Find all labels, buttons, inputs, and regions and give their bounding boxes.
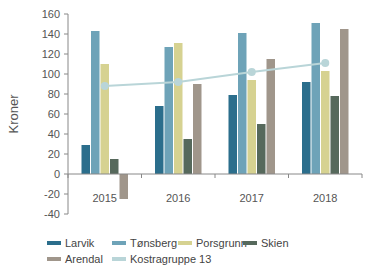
y-tick-label: 60 (48, 108, 60, 120)
bar (110, 159, 119, 174)
line-marker (248, 68, 256, 76)
legend-label: Kostragruppe 13 (130, 253, 211, 265)
line-marker (321, 59, 329, 67)
y-axis (68, 14, 69, 214)
bar (302, 82, 311, 174)
y-tick-label: 40 (48, 128, 60, 140)
x-tick-separator (141, 174, 142, 178)
y-tick (64, 114, 68, 115)
bar (155, 106, 164, 174)
x-tick-label: 2015 (93, 192, 117, 204)
y-tick-label: 160 (42, 8, 60, 20)
bar (120, 174, 129, 199)
x-tick-separator (288, 174, 289, 178)
x-tick-label: 2018 (313, 192, 337, 204)
y-tick (64, 154, 68, 155)
y-tick (64, 54, 68, 55)
bar (184, 139, 193, 174)
x-tick-label: 2016 (166, 192, 190, 204)
bar (229, 95, 238, 174)
bar (248, 80, 257, 174)
x-tick-label: 2017 (240, 192, 264, 204)
x-tick-separator (362, 174, 363, 178)
line-marker (174, 78, 182, 86)
bar (82, 145, 91, 174)
bar (101, 64, 110, 174)
y-tick (64, 194, 68, 195)
legend-symbol (243, 241, 257, 245)
legend-symbol (47, 241, 61, 245)
bar (257, 124, 266, 174)
bar (91, 31, 100, 174)
y-tick (64, 14, 68, 15)
legend-label: Larvik (65, 237, 95, 249)
legend-symbol (112, 257, 126, 261)
y-tick-label: 0 (54, 168, 60, 180)
y-tick (64, 74, 68, 75)
bar (312, 23, 321, 174)
y-tick (64, 174, 68, 175)
y-tick (64, 214, 68, 215)
bar (165, 47, 174, 174)
bar (331, 96, 340, 174)
y-tick-label: -20 (44, 188, 60, 200)
y-tick-label: 120 (42, 48, 60, 60)
y-tick-label: 80 (48, 88, 60, 100)
bar (238, 33, 247, 174)
y-tick-label: 20 (48, 148, 60, 160)
y-tick-label: 100 (42, 68, 60, 80)
legend-label: Arendal (65, 253, 103, 265)
bar (340, 29, 349, 174)
y-tick (64, 134, 68, 135)
bar (174, 43, 183, 174)
bar (267, 59, 276, 174)
line-marker (101, 82, 109, 90)
y-tick-label: 140 (42, 28, 60, 40)
x-tick-separator (215, 174, 216, 178)
legend-symbol (112, 241, 126, 245)
y-tick (64, 34, 68, 35)
x-tick-separator (68, 174, 69, 178)
y-tick-label: -40 (44, 208, 60, 220)
legend-label: Porsgrunn (196, 237, 247, 249)
legend-symbol (47, 257, 61, 261)
y-axis-label: Kroner (6, 94, 21, 134)
legend-label: Skien (261, 237, 289, 249)
plot-marks (82, 23, 349, 199)
chart: -40 -20 0 20 40 60 80 100 120 140 160 Kroner 2015 201… (0, 0, 369, 280)
bar (321, 71, 330, 174)
y-tick (64, 94, 68, 95)
legend-symbol (178, 241, 192, 245)
legend-label: Tønsberg (130, 237, 177, 249)
line (105, 63, 326, 86)
bar (193, 84, 202, 174)
